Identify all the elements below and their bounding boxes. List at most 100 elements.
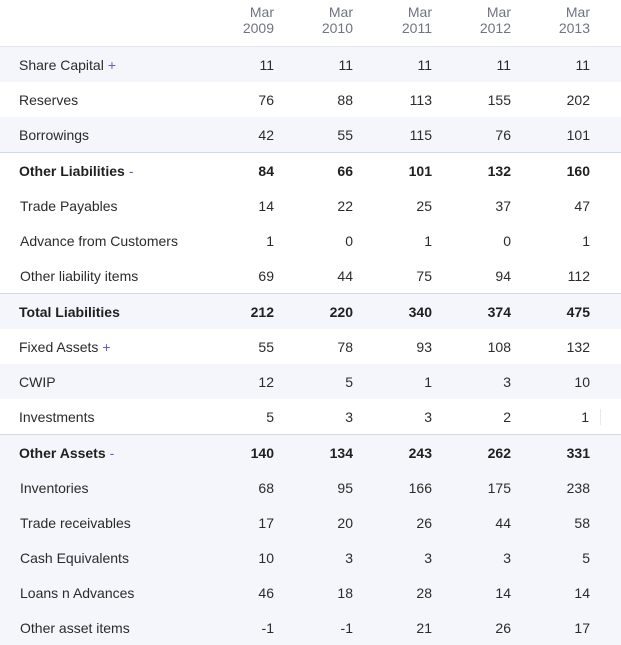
table-cell: 88 — [337, 91, 353, 108]
table-row: Advance from Customers 1 0 1 0 1 — [0, 223, 621, 258]
table-cell: 21 — [416, 619, 432, 636]
row-label: Other asset items — [20, 619, 130, 636]
table-cell: 11 — [338, 56, 353, 73]
table-cell: 11 — [575, 56, 590, 73]
table-cell: 3 — [424, 549, 432, 566]
table-cell: 10 — [574, 373, 590, 390]
table-row-total: Total Liabilities 212 220 340 374 475 — [0, 293, 621, 329]
row-label: Advance from Customers — [20, 232, 178, 249]
table-cell: 3 — [424, 408, 432, 425]
row-label[interactable]: Fixed Assets + — [19, 338, 111, 355]
table-cell: 212 — [250, 303, 274, 320]
collapse-toggle[interactable]: - — [128, 162, 134, 179]
table-cell: 20 — [337, 514, 353, 531]
table-cell: -1 — [261, 619, 274, 636]
table-row: Cash Equivalents 10 3 3 3 5 — [0, 540, 621, 575]
table-cell: 17 — [258, 514, 274, 531]
table-row: Trade Payables 14 22 25 37 47 — [0, 188, 621, 223]
table-row: Other asset items -1 -1 21 26 17 — [0, 610, 621, 645]
row-label: Borrowings — [19, 126, 90, 143]
table-cell: 3 — [503, 549, 511, 566]
column-header[interactable]: Mar 2010 — [321, 4, 353, 36]
table-cell: 58 — [574, 514, 590, 531]
table-row: Other liability items 69 44 75 94 112 — [0, 258, 621, 293]
table-cell: 37 — [495, 197, 511, 214]
table-cell: 3 — [345, 408, 353, 425]
column-header[interactable]: Mar 2011 — [401, 4, 432, 36]
table-cell: 3 — [345, 549, 353, 566]
row-label: Other liability items — [20, 267, 139, 284]
table-cell: 134 — [329, 444, 353, 461]
table-cell: 115 — [409, 126, 432, 143]
row-label: Cash Equivalents — [20, 549, 129, 566]
table-cell: 11 — [417, 56, 432, 73]
table-cell: 132 — [566, 338, 590, 355]
table-cell: 44 — [495, 514, 511, 531]
table-cell: 340 — [408, 303, 432, 320]
table-cell: 166 — [408, 479, 432, 496]
table-cell: 5 — [266, 408, 274, 425]
collapse-toggle[interactable]: - — [109, 444, 115, 461]
row-label[interactable]: Other Assets - — [19, 444, 115, 461]
table-cell: 1 — [266, 232, 274, 249]
table-cell: 26 — [495, 619, 511, 636]
table-cell: 1 — [522, 408, 601, 425]
table-cell: 44 — [337, 267, 353, 284]
table-cell: 11 — [259, 56, 274, 73]
row-label[interactable]: Share Capital + — [19, 56, 117, 73]
table-cell: 17 — [574, 619, 590, 636]
table-cell: 0 — [345, 232, 353, 249]
table-cell: 55 — [258, 338, 274, 355]
table-row: Reserves 76 88 113 155 202 — [0, 82, 621, 117]
column-header[interactable]: Mar 2009 — [242, 4, 274, 36]
table-cell: 155 — [487, 91, 511, 108]
table-cell: 0 — [503, 232, 511, 249]
row-label: Total Liabilities — [19, 303, 120, 320]
row-label: Investments — [19, 408, 95, 425]
row-label[interactable]: Other Liabilities - — [19, 162, 134, 179]
table-cell: 243 — [408, 444, 432, 461]
table-cell: 140 — [250, 444, 274, 461]
table-cell: 22 — [337, 197, 353, 214]
table-cell: 10 — [258, 549, 274, 566]
table-cell: -1 — [340, 619, 353, 636]
table-cell: 94 — [495, 267, 511, 284]
table-cell: 84 — [258, 162, 274, 179]
table-cell: 2 — [503, 408, 511, 425]
table-cell: 95 — [337, 479, 353, 496]
table-cell: 101 — [566, 126, 590, 143]
table-row: Inventories 68 95 166 175 238 — [0, 470, 621, 505]
table-cell: 75 — [416, 267, 432, 284]
table-row: Other Liabilities - 84 66 101 132 160 — [0, 152, 621, 188]
table-cell: 55 — [337, 126, 353, 143]
table-cell: 76 — [495, 126, 511, 143]
expand-toggle[interactable]: + — [102, 338, 111, 355]
table-cell: 132 — [487, 162, 511, 179]
table-cell: 93 — [416, 338, 432, 355]
table-header: Mar 2009 Mar 2010 Mar 2011 Mar 2012 Mar 2013 — [0, 0, 621, 47]
row-label: Reserves — [19, 91, 79, 108]
table-cell: 25 — [416, 197, 432, 214]
row-label: Loans n Advances — [20, 584, 135, 601]
table-cell: 69 — [258, 267, 274, 284]
table-cell: 78 — [337, 338, 353, 355]
table-cell: 11 — [496, 56, 511, 73]
table-cell: 18 — [337, 584, 353, 601]
expand-toggle[interactable]: + — [107, 56, 117, 73]
table-row: Fixed Assets + 55 78 93 108 132 — [0, 329, 621, 364]
table-cell: 108 — [487, 338, 511, 355]
table-cell: 160 — [566, 162, 590, 179]
table-row: Share Capital + 11 11 11 11 11 — [0, 47, 621, 82]
table-cell: 475 — [566, 303, 590, 320]
table-cell: 374 — [487, 303, 511, 320]
table-cell: 101 — [408, 162, 432, 179]
column-header[interactable]: Mar 2013 — [558, 4, 590, 36]
column-header[interactable]: Mar 2012 — [479, 4, 511, 36]
table-row: Trade receivables 17 20 26 44 58 — [0, 505, 621, 540]
table-cell: 331 — [566, 444, 590, 461]
table-row: CWIP 12 5 1 3 10 — [0, 364, 621, 399]
table-cell: 220 — [329, 303, 353, 320]
row-label: CWIP — [19, 373, 56, 390]
table-row: Borrowings 42 55 115 76 101 — [0, 117, 621, 152]
